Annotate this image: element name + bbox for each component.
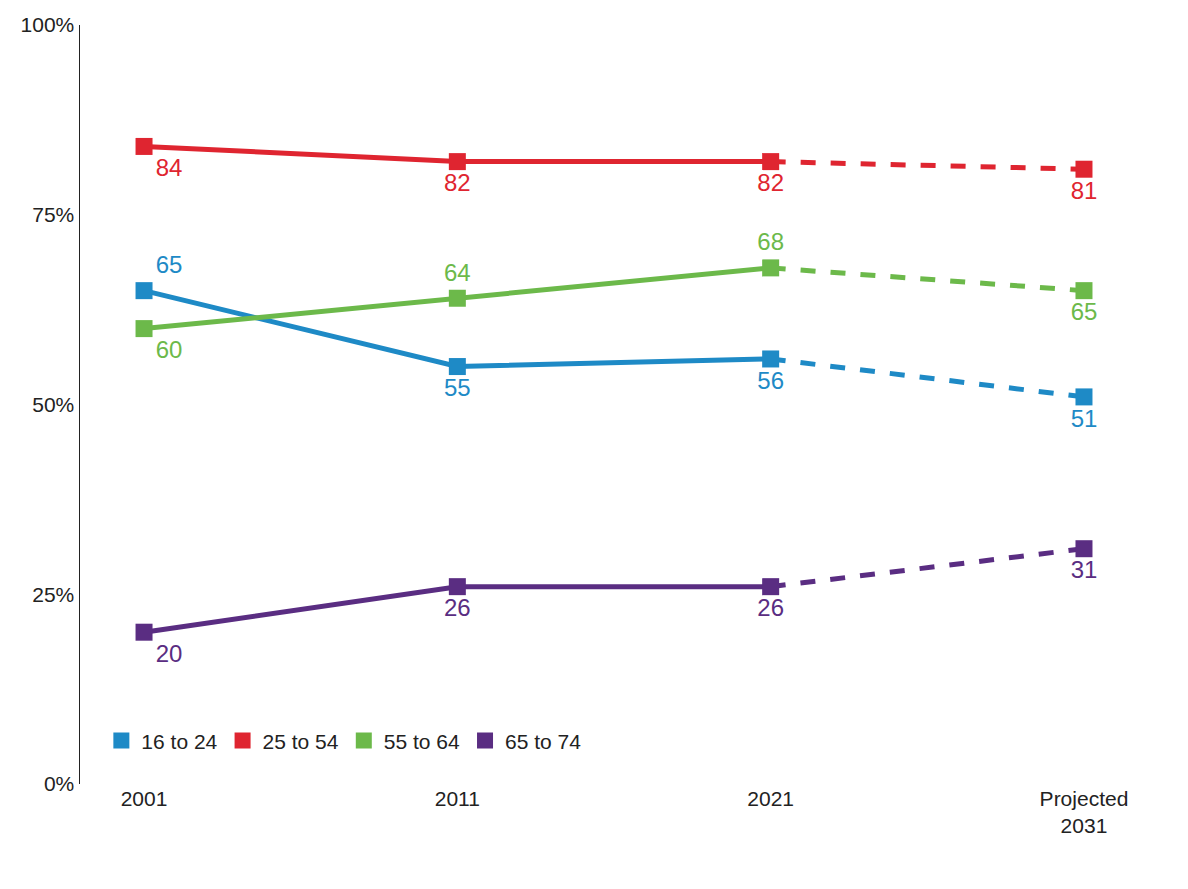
svg-text:68: 68 [757,228,784,255]
svg-text:2001: 2001 [121,787,168,810]
svg-text:65: 65 [1071,298,1098,325]
svg-text:25 to 54: 25 to 54 [263,730,339,753]
svg-text:60: 60 [156,336,183,363]
svg-text:50%: 50% [32,393,74,416]
svg-text:2011: 2011 [435,787,480,810]
svg-text:26: 26 [757,594,784,621]
svg-text:16 to 24: 16 to 24 [141,730,217,753]
svg-text:Projected2031: Projected2031 [1040,787,1129,837]
svg-text:64: 64 [444,259,471,286]
svg-text:20: 20 [156,640,183,667]
svg-text:51: 51 [1071,405,1098,432]
svg-text:55: 55 [444,374,471,401]
svg-text:2021: 2021 [747,787,794,810]
svg-text:31: 31 [1071,556,1098,583]
svg-text:25%: 25% [32,583,74,606]
svg-text:65: 65 [156,251,183,278]
svg-text:56: 56 [757,367,784,394]
svg-text:26: 26 [444,594,471,621]
svg-text:82: 82 [444,169,471,196]
svg-text:81: 81 [1071,177,1098,204]
svg-text:65 to 74: 65 to 74 [505,730,581,753]
svg-text:82: 82 [757,169,784,196]
svg-text:100%: 100% [21,13,75,36]
svg-text:0%: 0% [44,772,74,795]
svg-text:55 to 64: 55 to 64 [384,730,460,753]
svg-text:84: 84 [156,154,183,181]
svg-text:75%: 75% [32,203,74,226]
